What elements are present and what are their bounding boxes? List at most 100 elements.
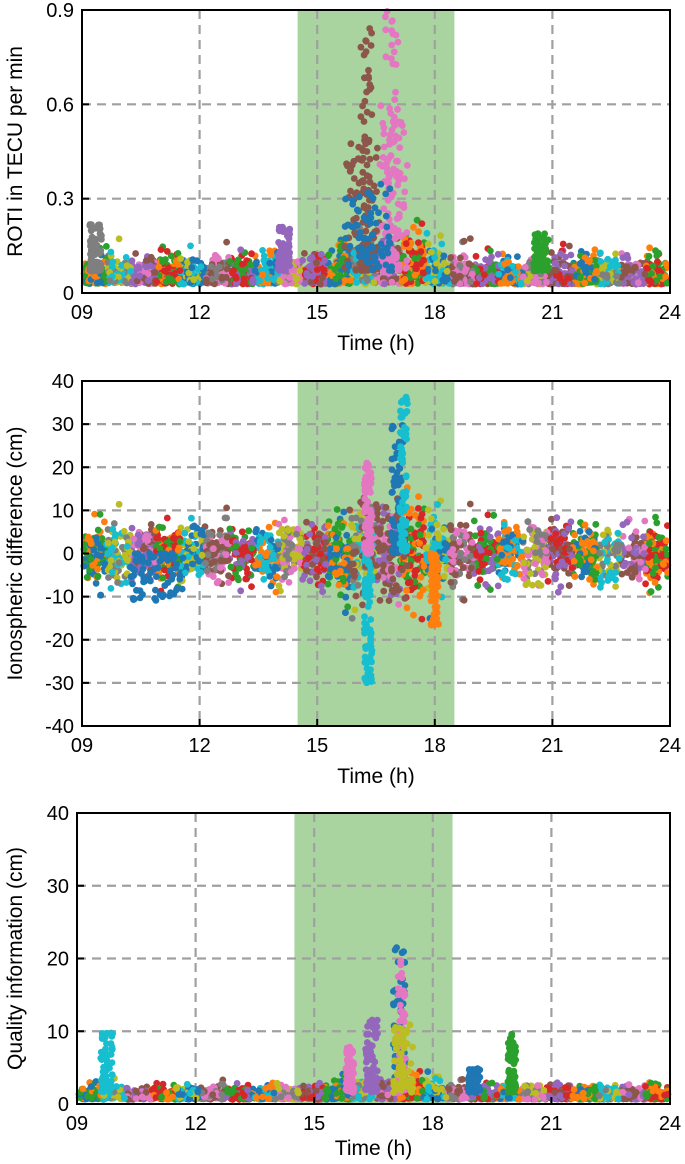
burst-point: [372, 219, 380, 227]
data-point: [470, 517, 478, 525]
data-point: [225, 579, 233, 586]
data-point: [247, 261, 254, 269]
data-point: [167, 252, 175, 260]
data-point: [467, 278, 474, 286]
burst-point: [286, 249, 293, 257]
data-point: [597, 584, 604, 591]
data-point: [433, 259, 440, 267]
data-point: [388, 278, 396, 286]
data-point: [437, 232, 444, 240]
burst-point: [377, 180, 385, 188]
data-point: [561, 262, 568, 270]
data-point: [418, 220, 426, 228]
burst-point: [352, 214, 360, 222]
burst-point: [342, 195, 349, 203]
data-point: [223, 504, 231, 512]
burst-point: [382, 261, 390, 269]
data-point: [351, 606, 359, 614]
data-point: [576, 274, 584, 282]
burst-point: [382, 190, 390, 198]
burst-point: [371, 258, 379, 265]
data-point: [652, 247, 659, 255]
data-point: [494, 250, 502, 258]
data-point: [487, 247, 494, 255]
burst-point: [394, 157, 401, 165]
x-tick-label: 15: [306, 302, 328, 324]
burst-point: [366, 155, 374, 163]
data-point: [599, 271, 607, 278]
data-point: [159, 258, 167, 265]
data-point: [223, 238, 231, 246]
data-point: [301, 280, 308, 287]
data-point: [413, 216, 421, 224]
data-point: [593, 268, 600, 275]
data-point: [556, 274, 564, 282]
data-point: [395, 601, 402, 608]
data-point: [415, 505, 422, 512]
data-point: [487, 586, 494, 593]
burst-point: [400, 129, 408, 136]
burst-point: [86, 264, 94, 271]
data-point: [411, 254, 419, 262]
data-point: [176, 267, 184, 274]
burst-point: [346, 242, 354, 250]
data-point: [425, 532, 432, 539]
data-point: [623, 263, 631, 270]
burst-point: [88, 251, 96, 259]
data-point: [380, 587, 388, 595]
data-point: [293, 274, 301, 282]
data-point: [92, 579, 100, 587]
data-point: [123, 262, 131, 270]
burst-point: [98, 232, 105, 240]
data-point: [457, 254, 464, 262]
data-point: [632, 528, 640, 535]
data-point: [303, 270, 311, 277]
burst-point: [390, 113, 398, 121]
data-point: [450, 277, 458, 285]
data-point: [576, 260, 584, 268]
data-point: [438, 240, 446, 248]
data-point: [562, 253, 569, 261]
burst-point: [362, 37, 370, 44]
burst-point: [371, 204, 379, 212]
burst-point: [355, 234, 363, 242]
data-point: [557, 250, 565, 257]
data-point: [514, 253, 521, 260]
data-point: [308, 253, 316, 261]
data-point: [460, 237, 468, 245]
data-point: [410, 611, 417, 619]
burst-point: [362, 140, 370, 148]
burst-point: [533, 248, 541, 256]
data-point: [504, 266, 511, 274]
x-tick-label: 24: [659, 302, 681, 324]
data-point: [104, 258, 112, 266]
data-point: [486, 258, 493, 266]
data-point: [260, 575, 268, 583]
burst-point: [365, 66, 372, 74]
data-point: [175, 529, 183, 537]
data-point: [557, 583, 565, 591]
burst-point: [357, 113, 365, 120]
data-point: [460, 596, 468, 604]
y-tick-label: 0.9: [46, 0, 74, 22]
data-point: [259, 247, 266, 254]
data-point: [581, 279, 589, 287]
data-point: [93, 279, 101, 287]
data-point: [333, 506, 341, 513]
data-point: [260, 257, 268, 264]
data-point: [420, 269, 427, 277]
data-point: [157, 246, 165, 254]
burst-point: [368, 266, 376, 274]
data-point: [96, 511, 104, 518]
data-point: [151, 269, 159, 276]
burst-point: [359, 177, 367, 184]
burst-point: [380, 130, 388, 138]
data-point: [648, 270, 655, 277]
burst-point: [363, 258, 370, 265]
data-point: [417, 248, 425, 255]
data-point: [142, 257, 150, 265]
burst-point: [285, 226, 292, 234]
burst-point: [362, 48, 370, 56]
data-point: [612, 250, 619, 258]
